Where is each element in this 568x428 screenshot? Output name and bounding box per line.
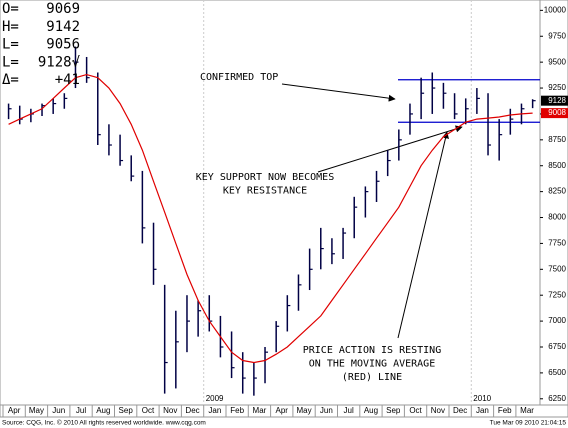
- x-tick-label: Oct: [142, 406, 155, 415]
- quote-value: 9069: [46, 1, 80, 17]
- year-label: 2009: [206, 394, 224, 403]
- last-price-label: 9008: [548, 108, 566, 117]
- x-tick-label: May: [296, 406, 311, 415]
- x-tick-label: Oct: [409, 406, 422, 415]
- y-tick-label: 7750: [548, 239, 566, 248]
- x-tick-label: Jun: [320, 406, 333, 415]
- x-tick-label: Dec: [185, 406, 199, 415]
- x-tick-label: May: [29, 406, 44, 415]
- quote-value: 9128√: [38, 54, 81, 70]
- y-tick-label: 7500: [548, 264, 566, 273]
- x-tick-label: Mar: [253, 406, 267, 415]
- x-tick-label: Jul: [76, 406, 86, 415]
- annotation: KEY RESISTANCE: [223, 186, 307, 197]
- x-tick-label: Apr: [276, 406, 289, 415]
- x-tick-label: Apr: [8, 406, 21, 415]
- quote-label: L=: [2, 54, 19, 70]
- year-label: 2010: [473, 394, 491, 403]
- y-tick-label: 6250: [548, 394, 566, 403]
- arrow: [317, 125, 463, 173]
- quote-label: H=: [2, 19, 19, 35]
- arrow: [397, 131, 449, 339]
- x-tick-label: Mar: [520, 406, 534, 415]
- quote-value: 9142: [46, 19, 80, 35]
- x-tick-label: Sep: [386, 406, 401, 415]
- x-tick-label: Dec: [453, 406, 467, 415]
- x-tick-label: Nov: [163, 406, 177, 415]
- y-tick-label: 8500: [548, 161, 566, 170]
- moving-average: [8, 73, 533, 364]
- plot-frame: [0, 0, 541, 406]
- quote-label: Δ=: [2, 72, 19, 88]
- time-axis: [0, 404, 568, 418]
- y-tick-label: 6500: [548, 368, 566, 377]
- y-tick-label: 8250: [548, 187, 566, 196]
- x-tick-label: Nov: [431, 406, 445, 415]
- last-price-label: 9128: [548, 96, 566, 105]
- last-price-box: [541, 95, 568, 106]
- y-tick-label: 9500: [548, 57, 566, 66]
- annotation: KEY SUPPORT NOW BECOMES: [196, 172, 334, 183]
- x-tick-label: Jun: [52, 406, 65, 415]
- last-price-box: [541, 108, 568, 119]
- y-tick-label: 10000: [544, 5, 567, 14]
- y-tick-label: 8750: [548, 135, 566, 144]
- y-tick-label: 6750: [548, 342, 566, 351]
- y-tick-label: 7250: [548, 290, 566, 299]
- y-tick-label: 7000: [548, 316, 566, 325]
- source: Source: CQG, Inc. © 2010 All rights rese…: [2, 419, 206, 427]
- annotation: (RED) LINE: [342, 372, 402, 383]
- x-tick-label: Feb: [230, 406, 244, 415]
- annotation: ON THE MOVING AVERAGE: [309, 359, 435, 370]
- quote-label: L=: [2, 37, 19, 53]
- x-tick-label: Jan: [208, 406, 221, 415]
- x-tick-label: Aug: [364, 406, 378, 415]
- x-tick-label: Feb: [498, 406, 512, 415]
- quote-value: +41: [55, 72, 80, 88]
- arrow: [281, 83, 396, 102]
- annotation: PRICE ACTION IS RESTING: [303, 345, 441, 356]
- y-tick-label: 9250: [548, 83, 566, 92]
- x-tick-label: Aug: [96, 406, 110, 415]
- annotation: CONFIRMED TOP: [200, 72, 278, 83]
- x-tick-label: Sep: [119, 406, 134, 415]
- timestamp: Tue Mar 09 2010 21:04:15: [490, 420, 567, 427]
- quote-label: O=: [2, 1, 19, 17]
- price-axis: [539, 0, 568, 406]
- y-tick-label: 9750: [548, 31, 566, 40]
- x-tick-label: Jul: [344, 406, 354, 415]
- y-tick-label: 8000: [548, 213, 566, 222]
- quote-value: 9056: [46, 37, 80, 53]
- x-tick-label: Jan: [476, 406, 489, 415]
